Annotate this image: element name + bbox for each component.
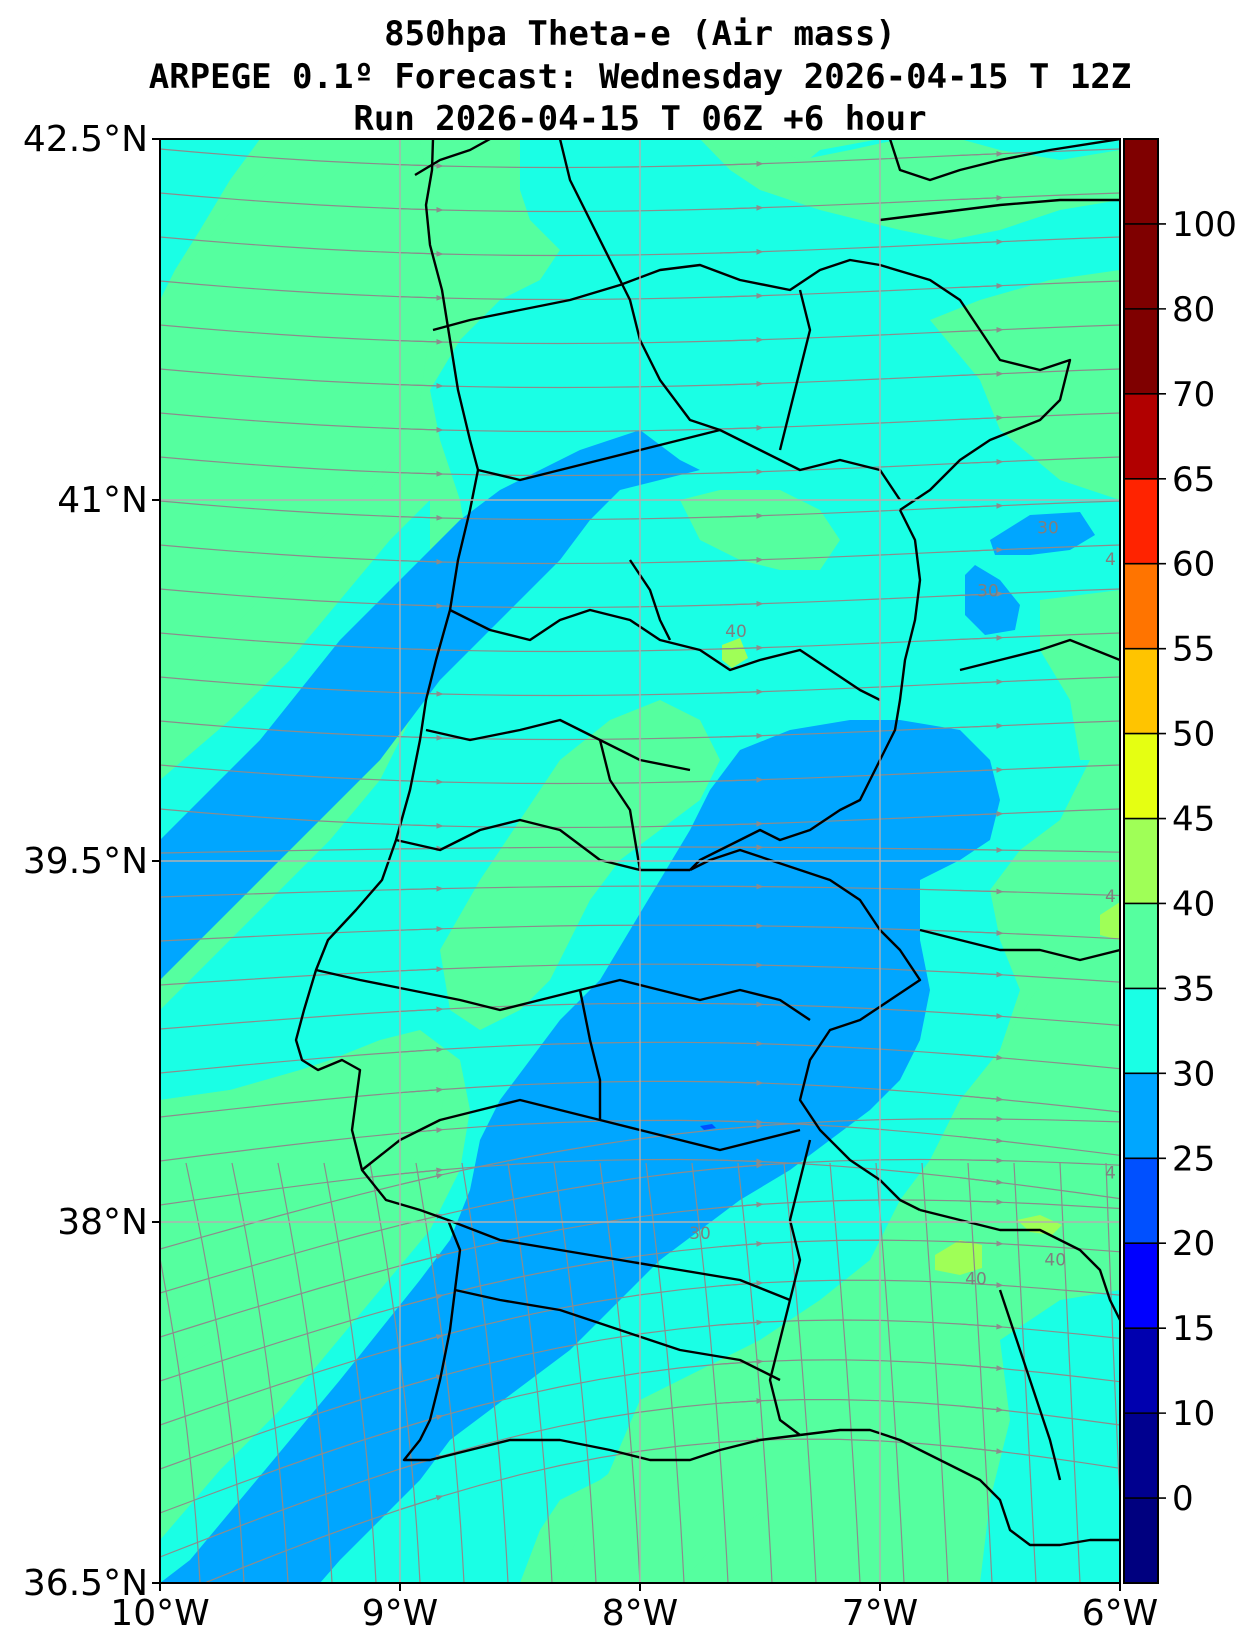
y-tick-label: 41°N [57, 480, 148, 521]
colorbar-label: 55 [1172, 630, 1215, 670]
title-line-2: ARPEGE 0.1º Forecast: Wednesday 2026-04-… [149, 57, 1132, 97]
colorbar-segment [1124, 903, 1158, 988]
streamline-arrow [960, 1160, 1000, 1161]
colorbar-label: 60 [1172, 545, 1215, 585]
colorbar-label: 70 [1172, 375, 1215, 415]
colorbar: 0 10 15 20 25 30 35 40 45 50 55 60 65 70 80 100 [1124, 139, 1237, 1583]
colorbar-segment [1124, 394, 1158, 479]
colorbar-label: 50 [1172, 715, 1215, 755]
colorbar-label: 10 [1172, 1394, 1215, 1434]
streamline-arrow [960, 849, 1000, 850]
streamline-arrow [720, 965, 760, 966]
colorbar-segment [1124, 734, 1158, 819]
x-tick-label: 9°W [362, 1593, 439, 1634]
colorbar-segment [1124, 1498, 1158, 1583]
contour-label: 4 [1105, 1164, 1116, 1184]
colorbar-label: 35 [1172, 969, 1215, 1009]
x-tick-label: 8°W [602, 1593, 679, 1634]
colorbar-segment [1124, 1073, 1158, 1158]
colorbar-segment [1124, 1413, 1158, 1498]
colorbar-label: 80 [1172, 290, 1215, 330]
colorbar-segment [1124, 819, 1158, 904]
colorbar-label: 20 [1172, 1224, 1215, 1264]
contour-label: 4 [1105, 550, 1116, 570]
colorbar-label: 15 [1172, 1309, 1215, 1349]
colorbar-segment [1124, 1158, 1158, 1243]
y-tick-label: 38°N [57, 1202, 148, 1243]
colorbar-segment [1124, 564, 1158, 649]
title-line-1: 850hpa Theta-e (Air mass) [384, 14, 896, 54]
y-tick-label: 39.5°N [23, 841, 148, 882]
colorbar-segment [1124, 309, 1158, 394]
y-tick-label: 42.5°N [23, 119, 148, 160]
x-tick-label: 7°W [842, 1593, 919, 1634]
colorbar-label: 45 [1172, 800, 1215, 840]
colorbar-segment [1124, 1328, 1158, 1413]
map-area: 40 30 30 30 40 40 4 4 4 [140, 139, 1124, 1601]
colorbar-label: 65 [1172, 460, 1215, 500]
contour-label: 40 [725, 622, 747, 642]
colorbar-label: 40 [1172, 884, 1215, 924]
streamline-arrow [720, 1004, 760, 1005]
colorbar-label: 0 [1172, 1479, 1194, 1519]
colorbar-label: 30 [1172, 1054, 1215, 1094]
contour-label: 40 [1044, 1250, 1066, 1270]
colorbar-label: 25 [1172, 1139, 1215, 1179]
contour-label: 40 [965, 1270, 987, 1290]
colorbar-segment [1124, 1243, 1158, 1328]
colorbar-label: 100 [1172, 205, 1237, 245]
contour-label: 30 [689, 1224, 711, 1244]
title-line-3: Run 2026-04-15 T 06Z +6 hour [353, 99, 926, 139]
colorbar-segment [1124, 224, 1158, 309]
colorbar-segment [1124, 139, 1158, 224]
contour-label: 30 [1037, 519, 1059, 539]
colorbar-segment [1124, 479, 1158, 564]
colorbar-segment [1124, 649, 1158, 734]
y-tick-label: 36.5°N [23, 1563, 148, 1604]
colorbar-segment [1124, 988, 1158, 1073]
y-axis-ticks: 42.5°N 41°N 39.5°N 38°N 36.5°N [23, 119, 160, 1604]
contour-label: 4 [1105, 887, 1116, 907]
x-tick-label: 6°W [1082, 1593, 1159, 1634]
contour-label: 30 [977, 581, 999, 601]
